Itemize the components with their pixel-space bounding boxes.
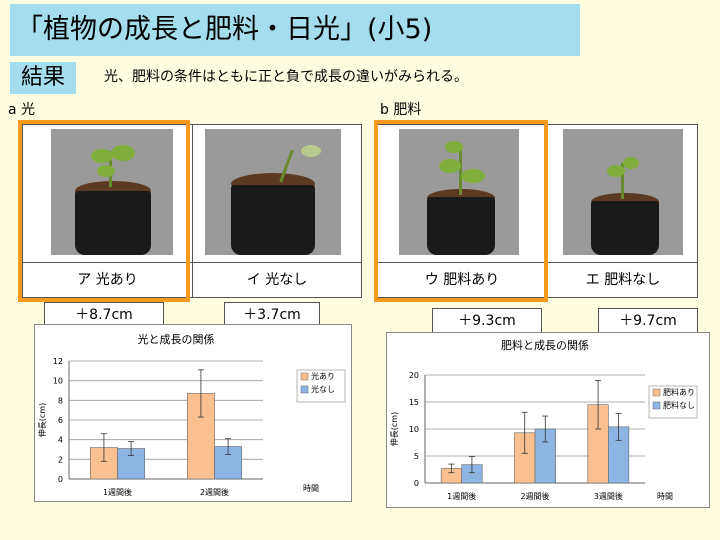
- growth-label-fertilizer-on: ＋9.3cm: [432, 308, 542, 334]
- y-axis-label: 伸長(cm): [37, 403, 47, 437]
- legend-swatch: [652, 388, 661, 397]
- y-tick-label: 10: [409, 425, 419, 434]
- y-axis-label: 伸長(cm): [389, 412, 399, 446]
- y-tick-label: 5: [414, 452, 419, 461]
- y-tick-label: 6: [58, 416, 63, 425]
- chart-fertilizer-growth: 肥料と成長の関係 0 5 10 15 20 伸長(cm) 1週間後 2週間後 3週間後 肥料あり肥料…: [386, 332, 710, 508]
- growth-label-fertilizer-off: ＋9.7cm: [598, 308, 698, 334]
- chart-fertilizer-svg: 肥料と成長の関係 0 5 10 15 20 伸長(cm) 1週間後 2週間後 3週間後 肥料あり肥料…: [389, 338, 698, 501]
- legend-label: 肥料なし: [663, 400, 695, 410]
- growth-label-light-on: ＋8.7cm: [44, 302, 164, 328]
- photo-plant-without-light: [205, 129, 341, 255]
- y-tick-label: 4: [58, 436, 63, 445]
- caption-light-on: ア 光あり: [23, 262, 192, 297]
- y-tick-label: 10: [53, 377, 63, 386]
- caption-fertilizer-off: エ 肥料なし: [548, 262, 698, 297]
- legend-swatch: [652, 401, 661, 410]
- caption-light-off: イ 光なし: [193, 262, 361, 297]
- x-axis-label: 時間: [657, 492, 673, 501]
- growth-label-light-off: ＋3.7cm: [224, 302, 320, 328]
- legend-label: 肥料あり: [663, 387, 695, 397]
- x-tick-label: 1週間後: [103, 487, 132, 497]
- chart-light-growth: 光と成長の関係 0 2 4 6 8 10 12 伸長(cm) 1週間後 2週間後 光あり光なし時間: [34, 324, 352, 502]
- legend-label: 光なし: [311, 384, 335, 394]
- y-tick-label: 20: [409, 371, 419, 380]
- photo-plant-without-fertilizer: [563, 129, 683, 255]
- highlight-box-fertilizer: [374, 120, 548, 302]
- y-tick-label: 2: [58, 455, 63, 464]
- fertilizer-photo-panel: ウ 肥料あり エ 肥料なし: [376, 124, 698, 298]
- chart-title: 肥料と成長の関係: [501, 338, 589, 352]
- legend-swatch: [300, 385, 309, 394]
- x-tick-label: 3週間後: [594, 491, 623, 501]
- page-title: 「植物の成長と肥料・日光」(小5): [10, 4, 580, 56]
- x-tick-label: 1週間後: [447, 491, 476, 501]
- x-axis-label: 時間: [303, 484, 319, 493]
- section-label-light: a 光: [8, 102, 36, 118]
- y-tick-label: 0: [414, 479, 419, 488]
- y-tick-label: 15: [409, 398, 419, 407]
- x-tick-label: 2週間後: [520, 491, 549, 501]
- y-tick-label: 0: [58, 475, 63, 484]
- section-label-fertilizer: b 肥料: [380, 102, 422, 118]
- photo-plant-with-fertilizer: [399, 129, 519, 255]
- x-tick-label: 2週間後: [200, 487, 229, 497]
- photo-plant-with-light: [51, 129, 173, 255]
- highlight-box-light: [18, 120, 190, 302]
- y-tick-label: 8: [58, 396, 63, 405]
- legend-label: 光あり: [311, 371, 335, 381]
- legend-swatch: [300, 372, 309, 381]
- panel-divider: [192, 125, 193, 297]
- chart-title: 光と成長の関係: [138, 332, 215, 346]
- y-tick-label: 12: [53, 357, 63, 366]
- caption-fertilizer-on: ウ 肥料あり: [377, 262, 547, 297]
- summary-text: 光、肥料の条件はともに正と負で成長の違いがみられる。: [104, 69, 468, 85]
- light-photo-panel: ア 光あり イ 光なし: [22, 124, 362, 298]
- result-tag: 結果: [10, 62, 76, 94]
